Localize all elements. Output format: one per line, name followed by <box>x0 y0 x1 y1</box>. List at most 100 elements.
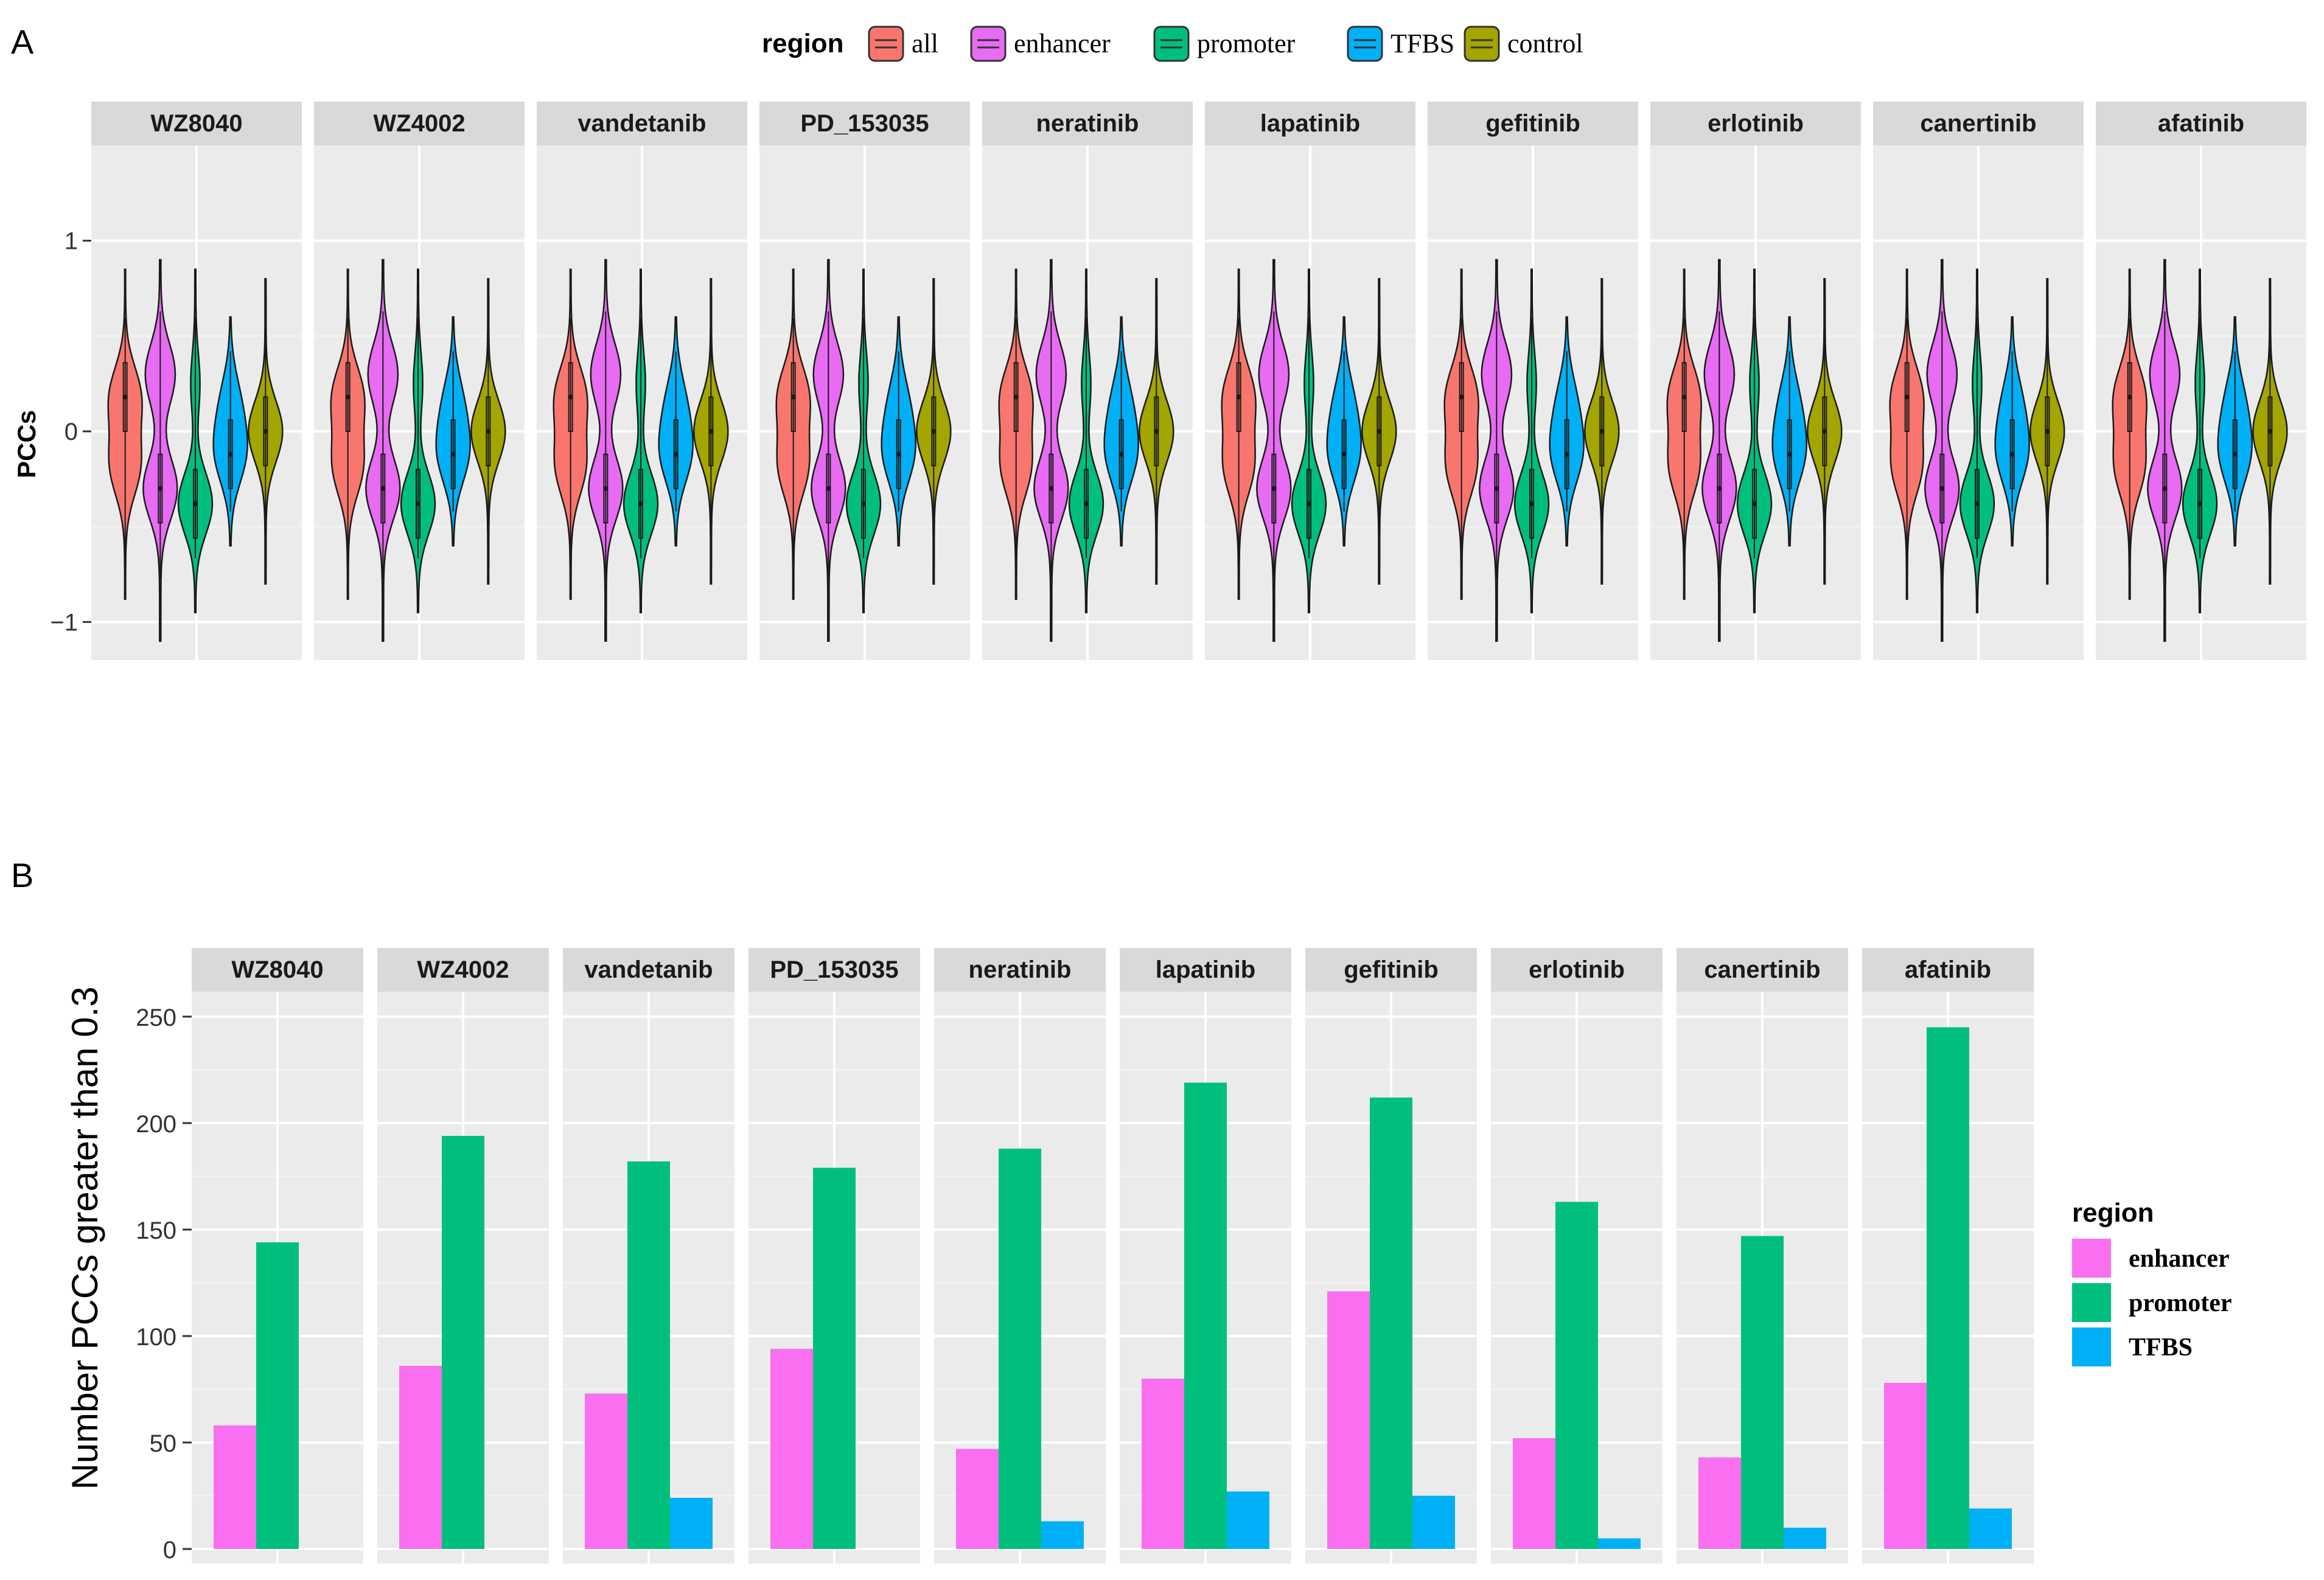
violin-median-enhancer <box>1717 486 1722 491</box>
facet-strip-pd-153035 <box>759 102 970 145</box>
violin-median-all <box>1681 394 1687 400</box>
facet-label-afatinib: afatinib <box>2158 110 2244 137</box>
y-tick-label: 250 <box>136 1004 176 1031</box>
facet-panel-wz4002 <box>314 145 525 660</box>
violin-median-tfbs <box>1118 451 1124 457</box>
bar-tfbs-vandetanib <box>670 1498 713 1549</box>
facet-strip-afatinib <box>2096 102 2306 145</box>
facet-strip-neratinib <box>982 102 1193 145</box>
facet-label-neratinib: neratinib <box>969 956 1072 983</box>
facet-label-afatinib: afatinib <box>1905 956 1991 983</box>
facet-strip-wz8040 <box>192 948 363 992</box>
y-tick-label: 50 <box>150 1430 177 1457</box>
violin-median-all <box>2127 394 2132 400</box>
violin-median-promoter <box>1752 501 1757 507</box>
y-tick-label: 1 <box>65 228 78 255</box>
bar-enhancer-afatinib <box>1884 1383 1927 1549</box>
facet-strip-wz4002 <box>377 948 549 992</box>
violin-median-tfbs <box>673 451 679 457</box>
facet-label-gefitinib: gefitinib <box>1485 110 1580 137</box>
violin-median-tfbs <box>1341 451 1347 457</box>
violin-median-enhancer <box>1049 486 1054 491</box>
violin-median-tfbs <box>1564 451 1569 457</box>
bar-promoter-wz8040 <box>256 1242 299 1549</box>
violin-median-control <box>1154 429 1159 434</box>
bar-promoter-lapatinib <box>1184 1082 1227 1549</box>
bar-promoter-erlotinib <box>1555 1202 1598 1549</box>
y-tick-label: 200 <box>136 1111 176 1138</box>
facet-strip-neratinib <box>934 948 1106 992</box>
legend-label-enhancer: enhancer <box>2129 1245 2230 1273</box>
bar-tfbs-canertinib <box>1784 1528 1826 1549</box>
legend-label-promoter: promoter <box>1197 29 1296 58</box>
facet-strip-afatinib <box>1862 948 2034 992</box>
facet-strip-lapatinib <box>1120 948 1291 992</box>
facet-label-wz4002: WZ4002 <box>373 110 465 137</box>
facet-strip-erlotinib <box>1491 948 1663 992</box>
legend-label-promoter: promoter <box>2129 1289 2232 1317</box>
violin-median-control <box>2045 429 2050 434</box>
bar-enhancer-gefitinib <box>1327 1291 1370 1549</box>
facet-label-canertinib: canertinib <box>1920 110 2036 137</box>
violin-median-enhancer <box>380 486 386 491</box>
facet-strip-vandetanib <box>537 102 747 145</box>
facet-label-erlotinib: erlotinib <box>1529 956 1625 983</box>
bar-enhancer-wz4002 <box>399 1366 442 1549</box>
violin-median-enhancer <box>2162 486 2168 491</box>
violin-median-enhancer <box>1494 486 1499 491</box>
violin-median-enhancer <box>158 486 163 491</box>
panel-a-facet-strips: WZ8040 WZ4002 vandetanib PD_153035 neratinib… <box>91 102 2306 145</box>
facet-label-neratinib: neratinib <box>1036 110 1139 137</box>
facet-panel-wz4002 <box>377 992 549 1564</box>
bar-enhancer-canertinib <box>1698 1457 1741 1549</box>
facet-panel-gefitinib <box>1428 145 1638 660</box>
violin-median-enhancer <box>1271 486 1277 491</box>
panel-b-y-axis: 0 50 100 150 200 250 <box>136 1004 192 1564</box>
y-tick-label: 0 <box>65 419 78 445</box>
panel-a-letter: A <box>11 23 34 61</box>
violin-median-control <box>2267 429 2273 434</box>
legend-key-control <box>1464 26 1500 62</box>
facet-label-vandetanib: vandetanib <box>578 110 706 137</box>
facet-strip-wz4002 <box>314 102 525 145</box>
bar-promoter-afatinib <box>1927 1027 1969 1549</box>
legend-key-enhancer <box>970 26 1007 62</box>
violin-median-promoter <box>1529 501 1534 507</box>
panel-a-violin-chart: region all enhancer promoter TFBS control WZ8… <box>12 26 2306 660</box>
facet-panel-neratinib <box>982 145 1193 660</box>
bar-enhancer-lapatinib <box>1142 1379 1184 1549</box>
facet-label-wz4002: WZ4002 <box>417 956 509 983</box>
violin-median-control <box>708 429 714 434</box>
bar-promoter-canertinib <box>1741 1236 1784 1549</box>
bar-enhancer-wz8040 <box>214 1425 256 1549</box>
panel-b-facet-strips: WZ8040 WZ4002 vandetanib PD_153035 neratinib… <box>192 948 2034 992</box>
violin-median-all <box>568 394 573 400</box>
facet-label-wz8040: WZ8040 <box>231 956 323 983</box>
violin-median-enhancer <box>603 486 609 491</box>
bar-promoter-pd-153035 <box>813 1168 856 1549</box>
facet-strip-erlotinib <box>1650 102 1861 145</box>
panel-b-bar-chart: WZ8040 WZ4002 vandetanib PD_153035 neratinib… <box>65 948 2232 1564</box>
facet-label-gefitinib: gefitinib <box>1344 956 1439 983</box>
panel-b-legend: region enhancer promoter TFBS <box>2072 1198 2232 1366</box>
panel-b-y-axis-label: Number PCCs greater than 0.3 <box>65 986 105 1489</box>
facet-strip-pd-153035 <box>748 948 920 992</box>
y-tick-label: −1 <box>50 609 78 636</box>
bar-enhancer-vandetanib <box>585 1393 627 1549</box>
legend-label-tfbs: TFBS <box>1391 29 1454 58</box>
facet-label-canertinib: canertinib <box>1704 956 1820 983</box>
y-tick-label: 150 <box>136 1217 176 1244</box>
facet-panel-canertinib <box>1873 145 2084 660</box>
violin-median-control <box>1377 429 1382 434</box>
facet-strip-canertinib <box>1677 948 1848 992</box>
bar-promoter-neratinib <box>999 1149 1041 1549</box>
violin-median-all <box>1236 394 1241 400</box>
legend-title: region <box>762 29 843 58</box>
facet-panel-pd-153035 <box>748 992 920 1564</box>
panel-a-y-axis: 1 0 −1 <box>50 228 91 636</box>
panel-a-legend: region all enhancer promoter TFBS control <box>762 26 1583 62</box>
facet-label-lapatinib: lapatinib <box>1260 110 1360 137</box>
facet-strip-lapatinib <box>1205 102 1415 145</box>
violin-median-control <box>486 429 491 434</box>
